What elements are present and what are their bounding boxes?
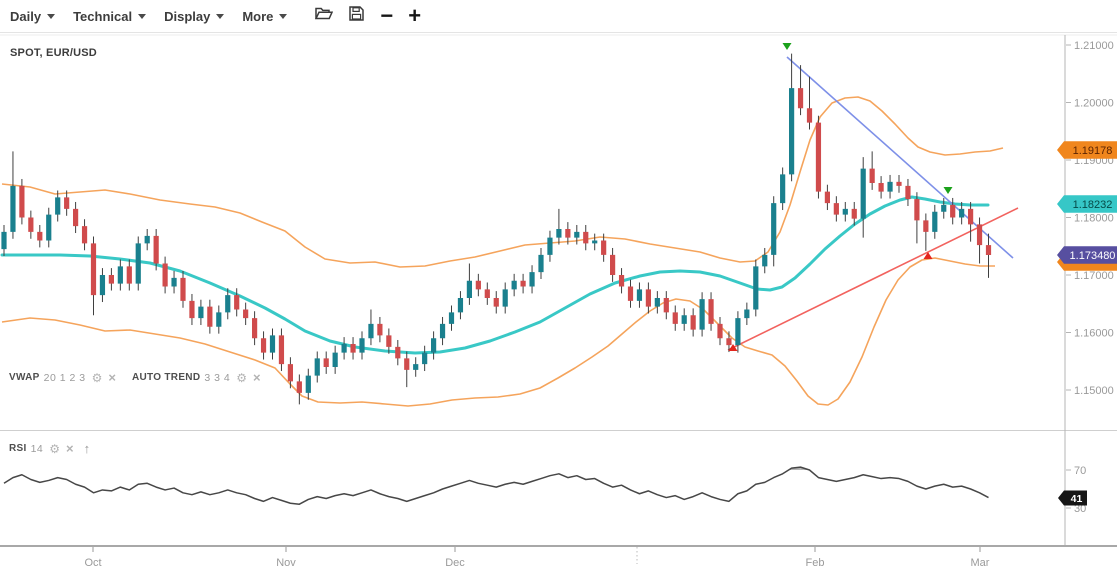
indicator-legend-row: VWAP 20 1 2 3 ⚙ × AUTO TREND 3 3 4 ⚙ × [9,371,277,384]
svg-text:1.18000: 1.18000 [1074,213,1114,225]
svg-text:Nov: Nov [276,557,296,569]
technical-menu-label: Technical [73,8,133,24]
more-menu[interactable]: More [242,8,288,24]
svg-text:Oct: Oct [84,557,101,569]
settings-gear-icon[interactable]: ⚙ [49,441,61,456]
chevron-down-icon [138,13,147,19]
vwap-legend: VWAP 20 1 2 3 ⚙ × [9,371,116,384]
settings-gear-icon[interactable]: ⚙ [91,370,103,385]
svg-text:70: 70 [1074,465,1086,477]
autotrend-legend: AUTO TREND 3 3 4 ⚙ × [132,371,261,384]
floppy-save-icon [349,6,365,26]
svg-text:1.19178: 1.19178 [1073,145,1113,157]
svg-text:1.20000: 1.20000 [1074,98,1114,110]
chevron-down-icon [216,13,225,19]
folder-open-icon [315,6,334,26]
rsi-legend-row: RSI 14 ⚙ × ↑ [9,442,106,455]
more-menu-label: More [242,8,274,24]
timeframe-menu[interactable]: Daily [10,8,56,24]
symbol-label: SPOT, EUR/USD [10,47,97,59]
save-chart-button[interactable] [349,6,365,26]
svg-text:1.16000: 1.16000 [1074,328,1114,340]
remove-indicator-icon[interactable]: × [252,370,261,385]
svg-text:30: 30 [1074,503,1086,515]
chevron-down-icon [47,13,56,19]
svg-text:Mar: Mar [971,557,990,569]
svg-text:1.17000: 1.17000 [1074,270,1114,282]
move-panel-up-icon[interactable]: ↑ [83,441,91,456]
autotrend-indicator-params: 3 3 4 [204,371,231,384]
rsi-indicator-params: 14 [30,442,44,455]
vwap-indicator-params: 20 1 2 3 [43,371,86,384]
svg-text:1.18232: 1.18232 [1073,199,1113,211]
remove-indicator-icon[interactable]: × [66,441,74,456]
settings-gear-icon[interactable]: ⚙ [236,370,247,385]
timeframe-menu-label: Daily [10,8,42,24]
rsi-legend: RSI 14 ⚙ × ↑ [9,442,90,455]
svg-text:41: 41 [1071,493,1083,505]
svg-text:1.15000: 1.15000 [1074,385,1114,397]
rsi-indicator-name: RSI [9,443,27,454]
chevron-down-icon [279,13,288,19]
technical-menu[interactable]: Technical [73,8,147,24]
svg-text:Dec: Dec [445,557,465,569]
zoom-in-button[interactable]: + [408,3,422,28]
vwap-indicator-name: VWAP [9,372,40,383]
zoom-out-button[interactable]: − [380,3,394,28]
svg-text:Feb: Feb [806,557,825,569]
svg-text:1.173480: 1.173480 [1070,250,1116,262]
open-chart-button[interactable] [315,6,334,26]
autotrend-indicator-name: AUTO TREND [131,372,201,383]
chart-toolbar: Daily Technical Display More [0,0,1117,33]
display-menu-label: Display [164,8,211,24]
remove-indicator-icon[interactable]: × [108,370,116,385]
display-menu[interactable]: Display [164,8,225,24]
svg-text:1.21000: 1.21000 [1074,40,1114,52]
